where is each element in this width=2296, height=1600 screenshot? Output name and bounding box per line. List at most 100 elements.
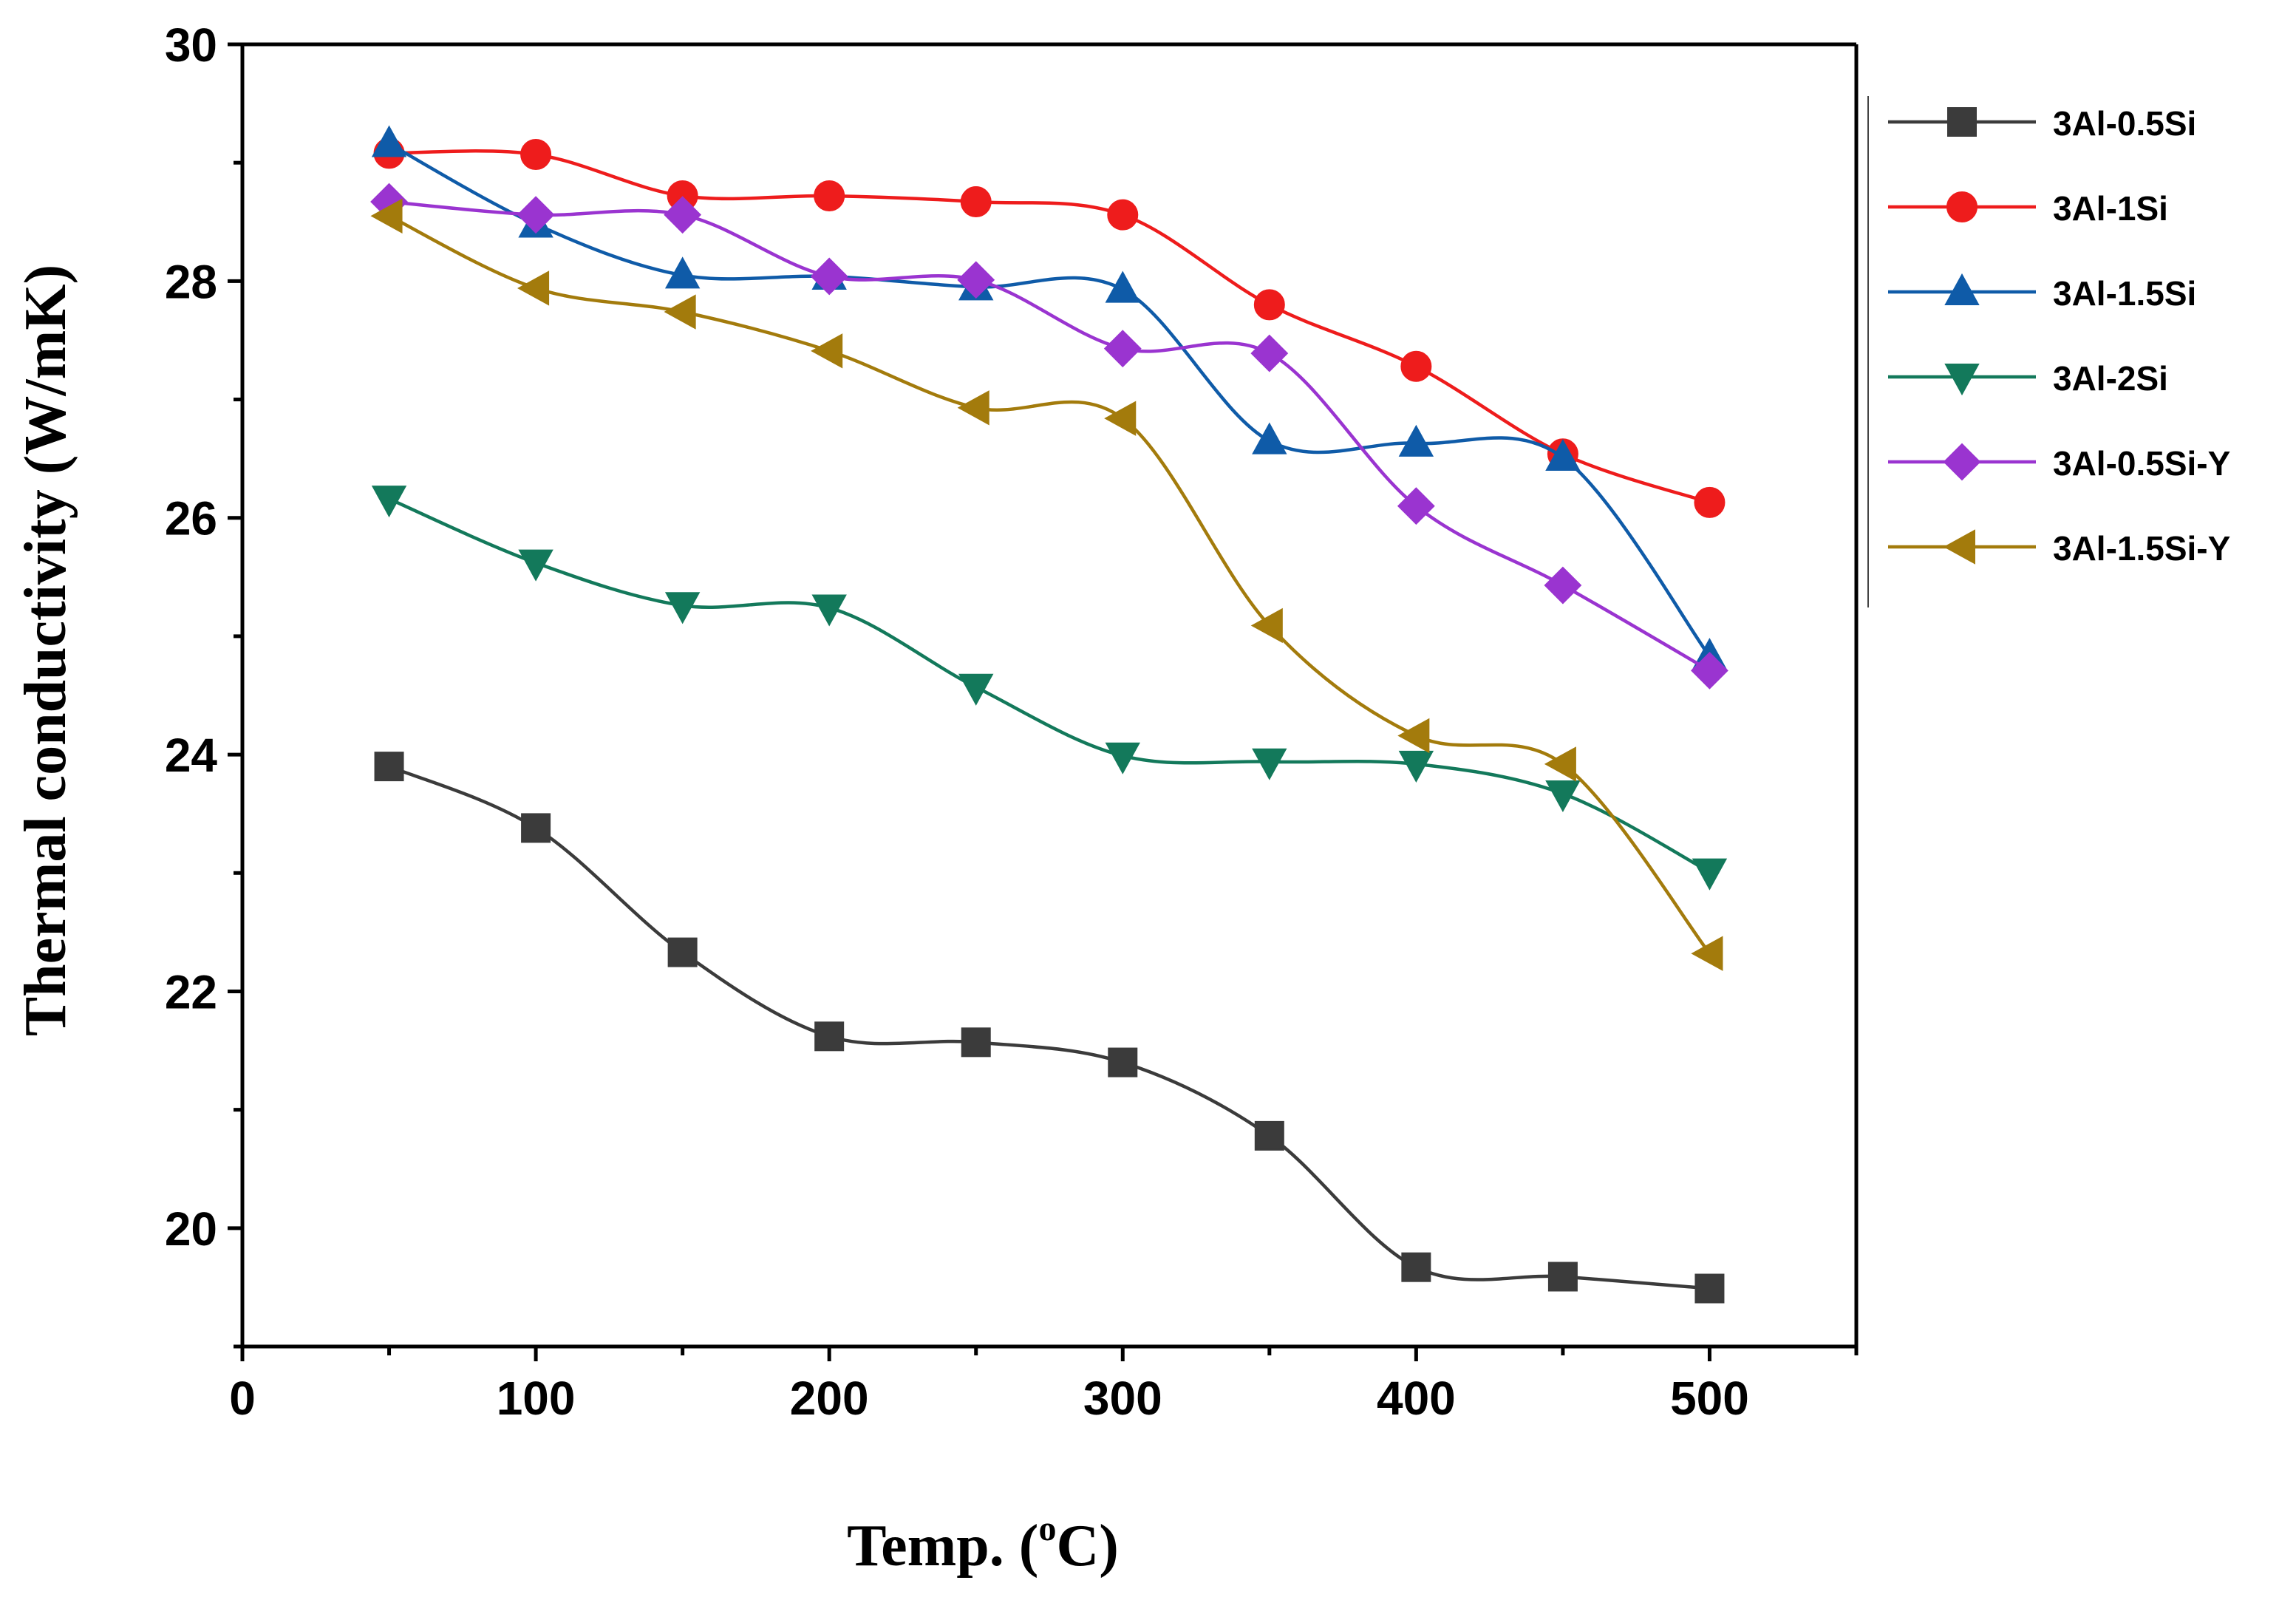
data-point xyxy=(1398,750,1434,783)
legend-swatch-marker xyxy=(1947,107,1977,137)
legend-label: 3Al-0.5Si xyxy=(2053,104,2196,143)
data-point xyxy=(371,486,407,518)
legend-label: 3Al-1.5Si xyxy=(2053,274,2196,313)
series-3Al-2Si xyxy=(371,486,1728,891)
series-3Al-1Si xyxy=(373,137,1726,518)
data-point xyxy=(1401,1252,1431,1282)
data-point xyxy=(1691,936,1723,971)
y-tick-label: 26 xyxy=(165,492,217,545)
data-point xyxy=(1107,199,1139,231)
data-point xyxy=(1250,334,1289,372)
data-point xyxy=(1250,607,1283,644)
data-point xyxy=(1544,566,1582,605)
x-tick-label: 500 xyxy=(1670,1372,1749,1425)
series-line xyxy=(389,200,1711,673)
data-point xyxy=(1694,1273,1725,1304)
legend-swatch-marker xyxy=(1943,529,1975,565)
data-point xyxy=(1104,401,1137,436)
x-tick-label: 0 xyxy=(229,1372,256,1425)
data-point xyxy=(814,1021,845,1052)
data-point xyxy=(957,390,989,426)
series-line xyxy=(388,142,1711,658)
data-point xyxy=(1108,1047,1138,1078)
data-point xyxy=(1544,746,1576,782)
series-line xyxy=(388,497,1711,874)
y-tick-label: 24 xyxy=(165,729,218,782)
data-point xyxy=(1400,350,1432,382)
series-line xyxy=(388,214,1711,955)
legend-label: 3Al-1.5Si-Y xyxy=(2053,529,2230,568)
data-point xyxy=(1103,330,1142,368)
legend: 3Al-0.5Si 3Al-1Si 3Al-1.5Si 3Al-2Si 3Al-0.5S… xyxy=(1867,96,2230,607)
data-point xyxy=(517,270,550,306)
legend-label: 3Al-2Si xyxy=(2053,359,2168,398)
y-tick-label: 22 xyxy=(165,965,217,1018)
legend-label: 3Al-1Si xyxy=(2053,189,2168,228)
data-point xyxy=(517,196,555,234)
x-tick-label: 300 xyxy=(1083,1372,1162,1425)
data-point xyxy=(374,752,404,782)
y-tick-label: 30 xyxy=(165,18,217,72)
legend-swatch-marker xyxy=(1946,191,1978,222)
data-point xyxy=(1694,486,1726,518)
data-point xyxy=(1397,487,1435,525)
y-tick-label: 28 xyxy=(165,255,217,308)
legend-item: 3Al-1.5Si-Y xyxy=(1888,529,2230,568)
data-point xyxy=(810,257,848,296)
legend-swatch-marker xyxy=(1944,273,1980,305)
data-point xyxy=(811,333,843,369)
data-point xyxy=(371,125,407,157)
legend-swatch-marker xyxy=(1943,443,1981,481)
x-tick-label: 400 xyxy=(1377,1372,1456,1425)
data-point xyxy=(520,138,552,170)
data-point xyxy=(1547,1262,1578,1292)
data-point xyxy=(664,592,701,624)
data-point xyxy=(958,673,994,706)
series-layer xyxy=(370,125,1728,1304)
series-line xyxy=(388,765,1710,1290)
x-axis-title-unit: C) xyxy=(1056,1514,1118,1579)
data-point xyxy=(1545,780,1581,813)
legend-item: 3Al-1Si xyxy=(1888,189,2168,228)
x-axis-title-superscript: o xyxy=(1038,1509,1056,1548)
series-3Al-0.5Si xyxy=(374,752,1725,1304)
x-axis-title-main: Temp. ( xyxy=(847,1514,1038,1579)
y-tick-label: 20 xyxy=(165,1202,217,1256)
data-point xyxy=(664,256,701,289)
data-point xyxy=(961,1027,991,1058)
data-point xyxy=(1398,424,1434,457)
legend-item: 3Al-2Si xyxy=(1888,359,2168,398)
x-tick-label: 100 xyxy=(497,1372,576,1425)
data-point xyxy=(957,261,995,299)
data-point xyxy=(1397,718,1430,754)
data-point xyxy=(521,813,551,843)
data-point xyxy=(370,198,403,234)
data-point xyxy=(960,186,992,218)
data-point xyxy=(811,594,847,627)
data-point xyxy=(664,196,702,234)
data-point xyxy=(1252,422,1287,455)
series-line xyxy=(389,149,1711,505)
data-point xyxy=(1252,748,1287,780)
legend-swatch-marker xyxy=(1944,364,1980,396)
data-point xyxy=(518,549,553,582)
data-point xyxy=(1692,858,1728,891)
legend-item: 3Al-0.5Si-Y xyxy=(1888,443,2230,483)
data-point xyxy=(1254,1120,1284,1151)
data-point xyxy=(1105,270,1140,303)
legend-label: 3Al-0.5Si-Y xyxy=(2053,444,2230,483)
x-tick-label: 200 xyxy=(790,1372,869,1425)
data-point xyxy=(814,180,845,212)
data-point xyxy=(1105,742,1140,775)
data-point xyxy=(1253,289,1285,321)
data-point xyxy=(667,937,698,967)
series-3Al-1.5Si-Y xyxy=(370,198,1723,971)
x-axis-title: Temp. (oC) xyxy=(847,1509,1119,1579)
axes: 0 100 200 300 400 500 20 22 24 26 28 30 xyxy=(165,18,1859,1425)
data-point xyxy=(1691,651,1728,690)
y-axis-title: Thermal conductivity (W/mK) xyxy=(13,265,78,1036)
data-point xyxy=(1545,438,1581,472)
legend-item: 3Al-1.5Si xyxy=(1888,273,2196,313)
